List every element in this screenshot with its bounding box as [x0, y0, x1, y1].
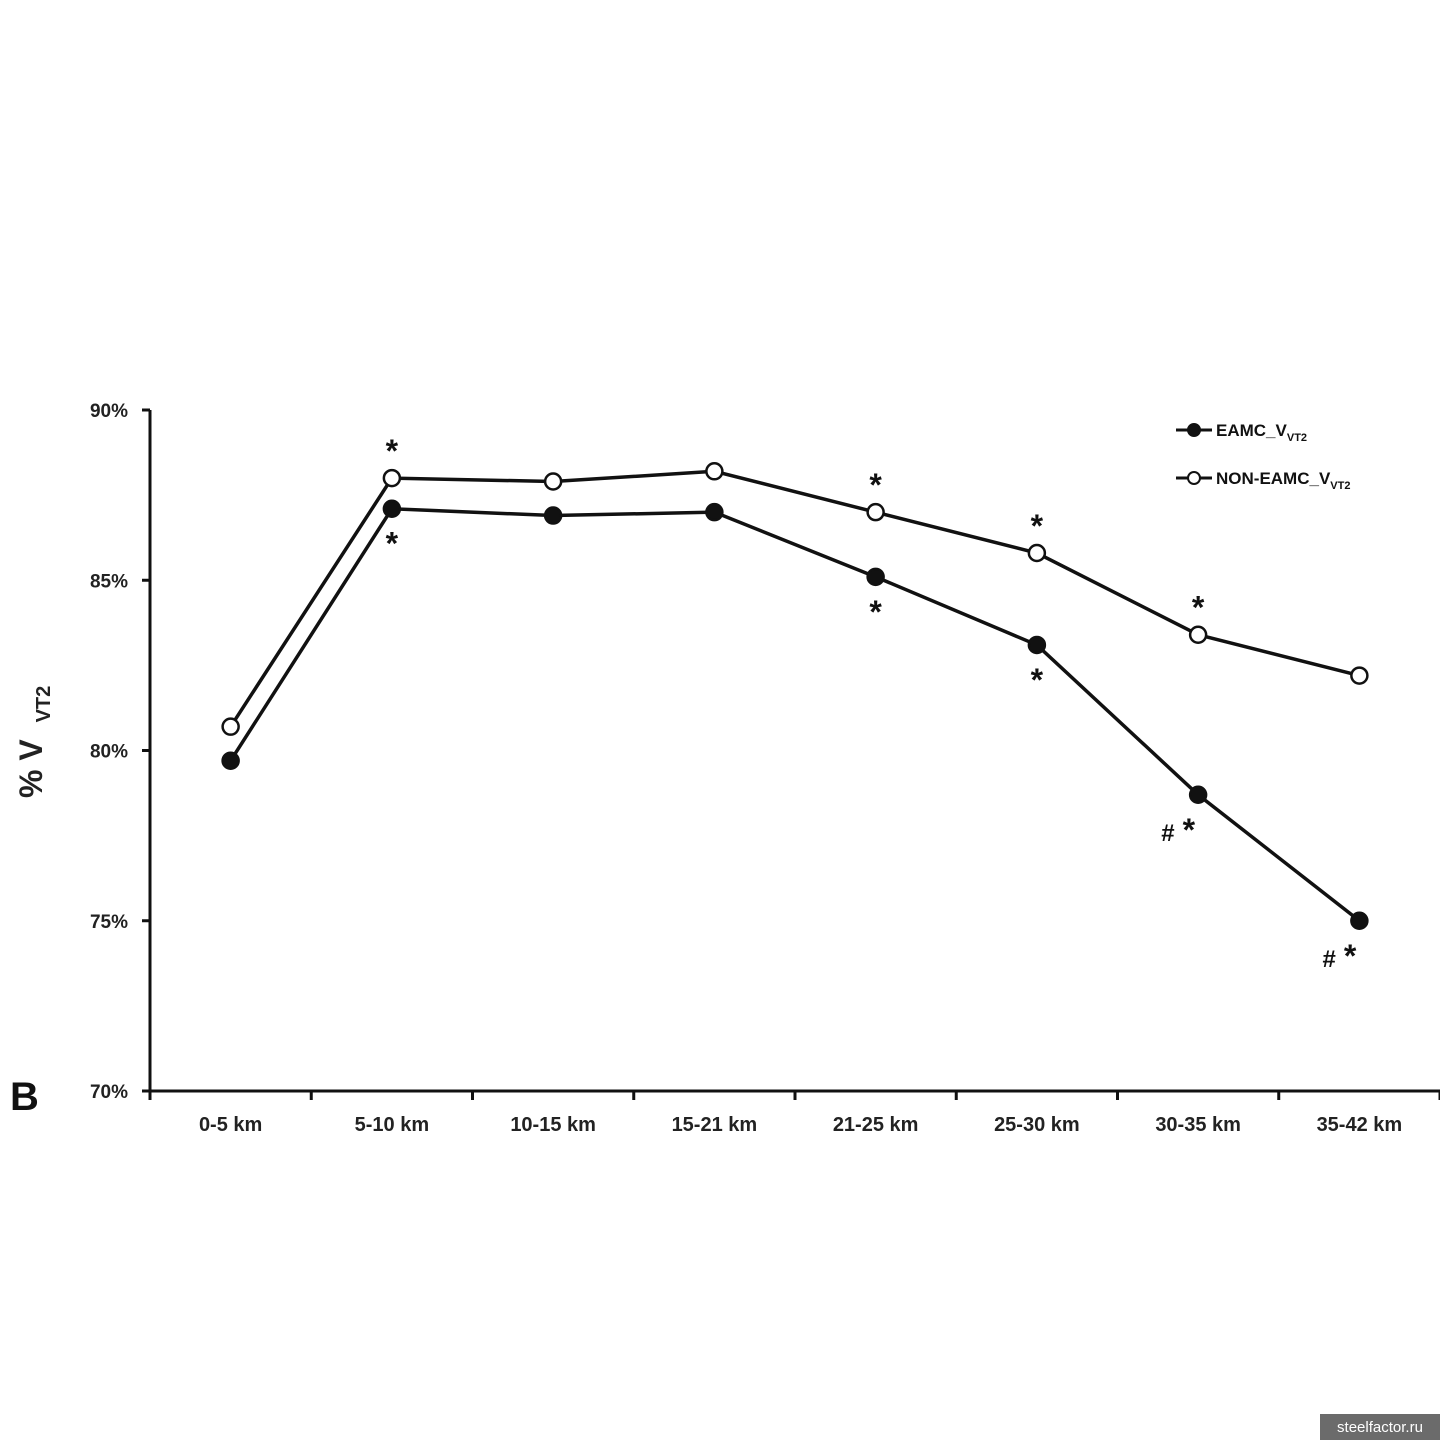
data-point	[1350, 666, 1369, 685]
significance-annotation: *	[1031, 508, 1044, 544]
significance-annotation: *	[386, 433, 399, 469]
x-tick-label: 25-30 km	[994, 1114, 1080, 1136]
significance-annotation: # *	[1322, 938, 1356, 974]
series-line	[229, 469, 1360, 728]
data-point	[543, 506, 563, 525]
data-point	[705, 502, 724, 522]
legend-entry: EAMC_VVT2	[1176, 421, 1307, 444]
data-point	[1188, 625, 1208, 644]
legend-marker	[1187, 471, 1201, 485]
data-point	[382, 468, 402, 488]
significance-annotation: *	[386, 526, 399, 562]
legend-marker	[1187, 423, 1201, 437]
data-point	[382, 499, 402, 518]
data-point	[221, 751, 240, 770]
significance-annotation: *	[1192, 590, 1205, 626]
watermark: steelfactor.ru	[1320, 1414, 1440, 1440]
y-axis-title: % V VT2	[13, 686, 55, 798]
y-axis-title-sub: VT2	[33, 686, 55, 723]
significance-annotation: *	[869, 467, 882, 503]
y-tick-label: 90%	[90, 401, 128, 422]
x-tick-label: 10-15 km	[510, 1114, 596, 1136]
x-tick-label: 15-21 km	[672, 1114, 758, 1136]
significance-annotation: *	[1031, 662, 1044, 698]
annotation-layer: * * * # * # * * * * *	[386, 433, 1357, 974]
significance-annotation: *	[869, 594, 882, 630]
chart-axes: 70% 75% 80% 85% 90% 0-5 km 5-10 km 10-15 km 15-2…	[90, 401, 1440, 1136]
y-tick-label: 80%	[90, 742, 128, 763]
x-tick-label: 35-42 km	[1317, 1114, 1403, 1136]
y-axis-title-main: % V	[13, 739, 49, 798]
series-2	[221, 462, 1369, 736]
data-point	[866, 502, 885, 522]
legend-label: EAMC_VVT2	[1216, 421, 1307, 444]
y-tick-label: 70%	[90, 1082, 128, 1103]
data-point	[1027, 543, 1047, 563]
y-tick-label: 75%	[90, 912, 128, 933]
y-tick-label: 85%	[90, 571, 128, 592]
x-tick-label: 0-5 km	[199, 1114, 262, 1136]
data-point	[705, 462, 724, 481]
series-line	[229, 506, 1361, 923]
data-point	[543, 472, 563, 491]
legend-entry: NON-EAMC_VVT2	[1176, 469, 1350, 492]
x-tick-label: 30-35 km	[1155, 1114, 1241, 1136]
series-1	[221, 499, 1369, 930]
significance-annotation: # *	[1161, 812, 1195, 848]
data-point	[221, 717, 240, 736]
legend-label: NON-EAMC_VVT2	[1216, 469, 1350, 492]
legend: EAMC_VVT2 NON-EAMC_VVT2	[1176, 421, 1350, 492]
series-layer	[221, 462, 1369, 930]
data-point	[1188, 785, 1208, 805]
panel-label: B	[10, 1075, 39, 1119]
data-point	[866, 567, 885, 587]
x-tick-label: 21-25 km	[833, 1114, 919, 1136]
data-point	[1027, 635, 1047, 655]
x-tick-label: 5-10 km	[355, 1114, 430, 1136]
data-point	[1350, 911, 1369, 930]
